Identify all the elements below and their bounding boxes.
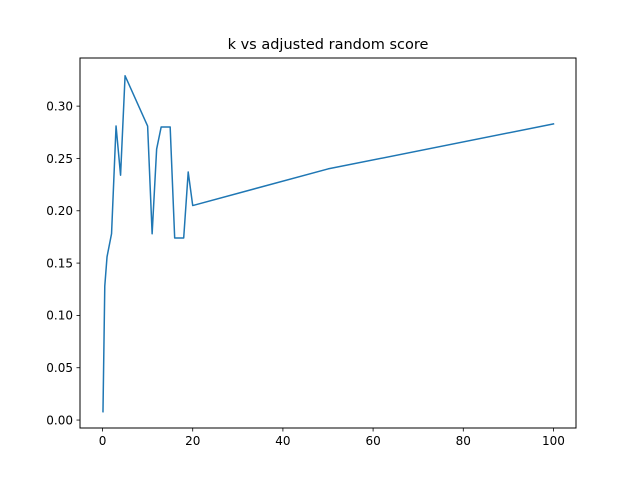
- chart-title: k vs adjusted random score: [228, 37, 429, 53]
- x-tick-label: 100: [542, 434, 565, 448]
- x-axis: 0 20 40 60 80 100: [99, 428, 565, 448]
- series-line-0: [102, 75, 555, 413]
- plot-area: [102, 75, 555, 413]
- y-tick-label: 0.15: [46, 256, 73, 270]
- y-tick-label: 0.05: [46, 361, 73, 375]
- x-tick-label: 20: [185, 434, 200, 448]
- x-tick-label: 40: [275, 434, 290, 448]
- axes-frame: [79, 57, 577, 429]
- y-tick-label: 0.20: [46, 204, 73, 218]
- y-tick-label: 0.25: [46, 152, 73, 166]
- y-tick-label: 0.30: [46, 99, 73, 113]
- x-tick-label: 60: [365, 434, 380, 448]
- y-axis: 0.00 0.05 0.10 0.15 0.20 0.25 0.30: [46, 99, 80, 427]
- y-tick-label: 0.10: [46, 309, 73, 323]
- y-tick-label: 0.00: [46, 413, 73, 427]
- x-tick-label: 80: [456, 434, 471, 448]
- x-tick-label: 0: [99, 434, 107, 448]
